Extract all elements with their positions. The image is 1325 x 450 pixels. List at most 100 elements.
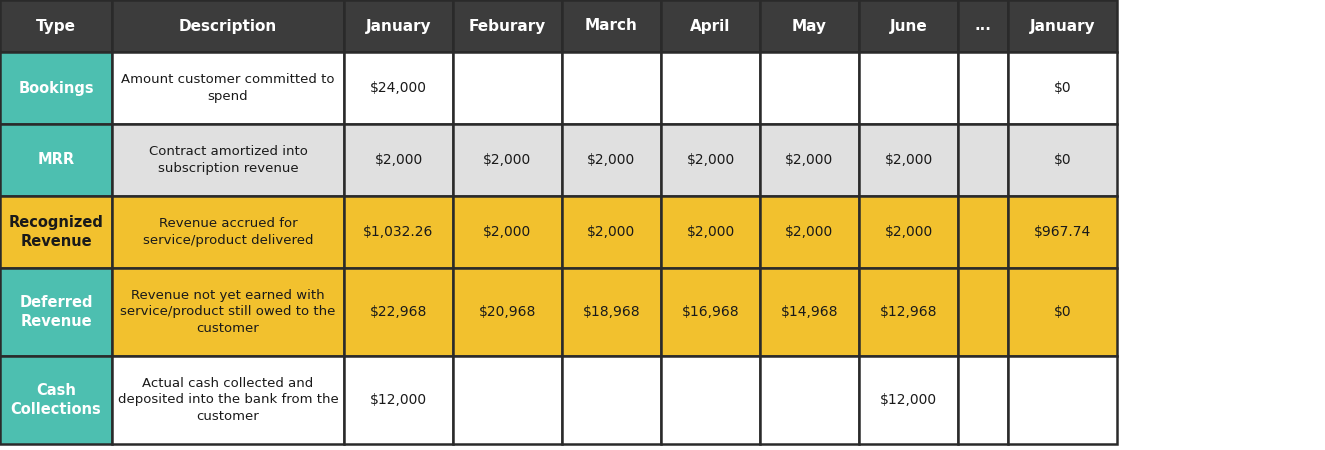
Text: Revenue accrued for
service/product delivered: Revenue accrued for service/product deli… xyxy=(143,217,313,247)
Text: $2,000: $2,000 xyxy=(484,153,531,167)
Bar xyxy=(562,356,661,444)
Text: $2,000: $2,000 xyxy=(686,225,734,239)
Bar xyxy=(453,268,562,356)
Text: $12,000: $12,000 xyxy=(880,393,937,407)
Bar xyxy=(761,356,859,444)
Bar xyxy=(344,356,453,444)
Text: March: March xyxy=(586,18,637,33)
Text: $2,000: $2,000 xyxy=(587,225,636,239)
Bar xyxy=(562,0,661,52)
Bar xyxy=(0,52,113,124)
Bar xyxy=(113,52,344,124)
Text: $18,968: $18,968 xyxy=(583,305,640,319)
Bar xyxy=(859,196,958,268)
Bar xyxy=(1008,52,1117,124)
Text: $12,000: $12,000 xyxy=(370,393,427,407)
Bar xyxy=(958,196,1008,268)
Text: $2,000: $2,000 xyxy=(884,153,933,167)
Text: January: January xyxy=(1030,18,1096,33)
Text: $0: $0 xyxy=(1053,305,1072,319)
Text: Revenue not yet earned with
service/product still owed to the
customer: Revenue not yet earned with service/prod… xyxy=(121,289,335,335)
Bar xyxy=(859,52,958,124)
Bar xyxy=(562,52,661,124)
Bar xyxy=(562,196,661,268)
Bar xyxy=(113,0,344,52)
Text: June: June xyxy=(889,18,927,33)
Text: $12,968: $12,968 xyxy=(880,305,937,319)
Bar xyxy=(344,124,453,196)
Text: Description: Description xyxy=(179,18,277,33)
Bar xyxy=(1008,0,1117,52)
Bar xyxy=(958,52,1008,124)
Bar xyxy=(859,124,958,196)
Bar xyxy=(859,356,958,444)
Bar xyxy=(0,0,113,52)
Text: $24,000: $24,000 xyxy=(370,81,427,95)
Text: $22,968: $22,968 xyxy=(370,305,427,319)
Text: $0: $0 xyxy=(1053,81,1072,95)
Bar xyxy=(344,268,453,356)
Bar xyxy=(661,52,761,124)
Text: $967.74: $967.74 xyxy=(1034,225,1090,239)
Bar xyxy=(344,52,453,124)
Bar xyxy=(113,268,344,356)
Bar xyxy=(344,0,453,52)
Text: January: January xyxy=(366,18,432,33)
Text: $1,032.26: $1,032.26 xyxy=(363,225,433,239)
Text: $2,000: $2,000 xyxy=(375,153,423,167)
Bar xyxy=(113,124,344,196)
Text: Amount customer committed to
spend: Amount customer committed to spend xyxy=(122,73,335,103)
Text: ...: ... xyxy=(975,18,991,33)
Text: $14,968: $14,968 xyxy=(780,305,839,319)
Text: Feburary: Feburary xyxy=(469,18,546,33)
Bar xyxy=(761,52,859,124)
Text: $2,000: $2,000 xyxy=(884,225,933,239)
Bar xyxy=(0,268,113,356)
Bar xyxy=(661,0,761,52)
Bar xyxy=(0,356,113,444)
Text: $2,000: $2,000 xyxy=(786,225,833,239)
Bar xyxy=(661,196,761,268)
Text: Bookings: Bookings xyxy=(19,81,94,95)
Text: $2,000: $2,000 xyxy=(786,153,833,167)
Bar xyxy=(958,0,1008,52)
Bar xyxy=(761,196,859,268)
Text: $0: $0 xyxy=(1053,153,1072,167)
Bar xyxy=(453,0,562,52)
Bar xyxy=(453,124,562,196)
Bar xyxy=(453,196,562,268)
Text: $2,000: $2,000 xyxy=(587,153,636,167)
Text: $16,968: $16,968 xyxy=(681,305,739,319)
Bar xyxy=(761,0,859,52)
Bar xyxy=(453,356,562,444)
Bar xyxy=(958,356,1008,444)
Bar xyxy=(958,268,1008,356)
Bar xyxy=(661,124,761,196)
Bar xyxy=(1008,124,1117,196)
Bar xyxy=(113,196,344,268)
Bar xyxy=(661,268,761,356)
Bar xyxy=(1008,356,1117,444)
Bar xyxy=(562,268,661,356)
Bar xyxy=(1008,196,1117,268)
Bar xyxy=(344,196,453,268)
Bar xyxy=(453,52,562,124)
Bar xyxy=(958,124,1008,196)
Bar xyxy=(761,124,859,196)
Text: Recognized
Revenue: Recognized Revenue xyxy=(8,215,103,249)
Text: $20,968: $20,968 xyxy=(478,305,537,319)
Bar xyxy=(859,268,958,356)
Bar xyxy=(0,124,113,196)
Text: $2,000: $2,000 xyxy=(686,153,734,167)
Bar xyxy=(761,268,859,356)
Text: Cash
Collections: Cash Collections xyxy=(11,383,102,417)
Bar xyxy=(661,356,761,444)
Text: Contract amortized into
subscription revenue: Contract amortized into subscription rev… xyxy=(148,145,307,175)
Bar xyxy=(859,0,958,52)
Text: May: May xyxy=(792,18,827,33)
Text: Type: Type xyxy=(36,18,76,33)
Text: April: April xyxy=(690,18,730,33)
Text: Deferred
Revenue: Deferred Revenue xyxy=(20,295,93,329)
Text: MRR: MRR xyxy=(37,153,74,167)
Bar xyxy=(1008,268,1117,356)
